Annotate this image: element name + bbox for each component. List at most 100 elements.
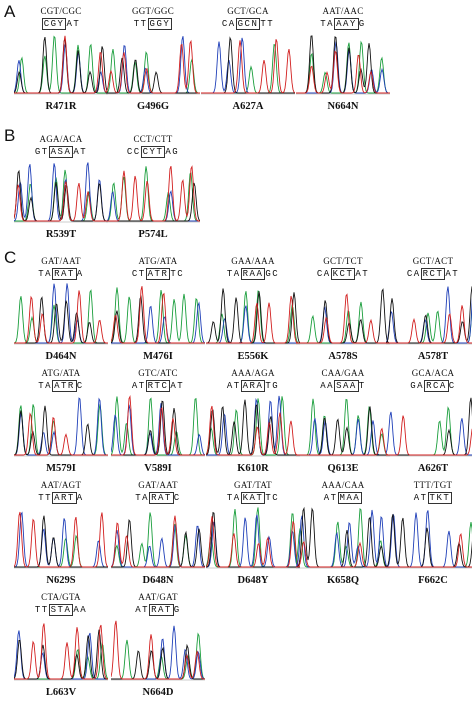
mutation-label: E556K <box>237 351 269 362</box>
mutation-label: P574L <box>138 229 168 240</box>
sequence-boxed-codon: AAY <box>334 18 359 30</box>
sequence-boxed-codon: ARA <box>240 380 266 392</box>
sequence-boxed-codon: RAT <box>149 604 174 616</box>
mutation-label: R539T <box>45 229 77 240</box>
panel-label: B <box>4 126 16 145</box>
sequence-left: GT <box>34 147 49 157</box>
sequence-boxed-codon: CYT <box>140 146 166 158</box>
trace-line <box>106 39 200 94</box>
sequence-boxed-codon: KAT <box>240 492 266 504</box>
sequence-left: TA <box>320 19 335 29</box>
sequence-right: AG <box>165 147 180 157</box>
sequence-left: AT <box>323 493 338 503</box>
chromatogram-trace <box>14 397 108 457</box>
sequence-right: G <box>173 605 181 615</box>
trace-line <box>206 399 300 456</box>
chromatogram-trace <box>14 623 108 681</box>
trace-line <box>206 405 300 456</box>
chromatogram-panel: GAA/AAA TA RAA GC E556K <box>206 256 300 366</box>
codon-change: CTA/GTA <box>41 592 81 602</box>
chromatogram-panel: GCT/ACT CA RCT AT A578T <box>386 256 472 366</box>
sequence-read: TT STA AA <box>14 604 108 616</box>
sequence-boxed-codon: SAA <box>334 380 359 392</box>
sequence-read: AT TKT <box>386 492 472 504</box>
mutation-label: N629S <box>46 575 76 586</box>
sequence-boxed-codon: RCA <box>424 380 449 392</box>
mutation-label: D464N <box>45 351 77 362</box>
trace-line <box>386 406 472 456</box>
sequence-right: AT <box>73 147 88 157</box>
trace-line <box>206 516 300 568</box>
sequence-boxed-codon: RAT <box>52 268 77 280</box>
chromatogram-panel: GTC/ATC AT RTC AT V589I <box>111 368 205 478</box>
codon-change: GCT/ACT <box>412 256 454 266</box>
sequence-boxed-codon: RTC <box>145 380 171 392</box>
trace-line <box>386 411 472 456</box>
trace-line <box>14 290 108 344</box>
sequence-left: AT <box>413 493 428 503</box>
chromatogram-panel: GGT/GGC TT GGY G496G <box>106 6 200 116</box>
trace-line <box>14 181 108 222</box>
chromatogram-panel: ATG/ATA CT ATR TC M476I <box>111 256 205 366</box>
sequence-read: CGY AT <box>14 18 108 30</box>
sequence-right: AT <box>170 381 185 391</box>
sequence-left: TA <box>226 269 241 279</box>
chromatogram-trace <box>14 162 108 223</box>
codon-change: GAT/AAT <box>138 480 178 490</box>
mutation-label: K658Q <box>326 575 360 586</box>
trace-line <box>14 534 108 568</box>
trace-line <box>111 620 205 680</box>
sequence-left: TA <box>38 381 53 391</box>
sequence-right: C <box>76 381 84 391</box>
sequence-left: TT <box>38 493 53 503</box>
sequence-right: A <box>76 269 84 279</box>
codon-change: GAT/TAT <box>234 480 272 490</box>
mutation-label: V589I <box>144 463 172 474</box>
mutation-label: K610R <box>237 463 269 474</box>
sequence-boxed-codon: KCT <box>330 268 356 280</box>
codon-change: ATG/ATA <box>41 368 81 378</box>
codon-change: AAA/AGA <box>231 368 275 378</box>
sequence-read: TA RAT A <box>14 268 108 280</box>
codon-change: GCT/GCA <box>227 6 269 16</box>
trace-line <box>14 397 108 456</box>
chromatogram-panel: AAA/AGA AT ARA TG K610R <box>206 368 300 478</box>
sequence-read: TT ART A <box>14 492 108 504</box>
sequence-read: CT ATR TC <box>111 268 205 280</box>
mutation-label: N664N <box>327 101 359 112</box>
sequence-right: TC <box>170 269 185 279</box>
sequence-right: AT <box>445 269 460 279</box>
sequence-right: C <box>448 381 456 391</box>
sequence-read: TA ATR C <box>14 380 108 392</box>
trace-line <box>14 511 108 568</box>
trace-line <box>111 394 205 456</box>
chromatogram-panel: GCT/GCA CA GCN TT A627A <box>201 6 295 116</box>
mutation-label: N664D <box>142 687 174 698</box>
trace-line <box>296 293 390 344</box>
trace-line <box>106 36 200 94</box>
codon-change: GCT/TCT <box>323 256 363 266</box>
codon-change: AAA/CAA <box>321 480 365 490</box>
trace-line <box>296 540 390 568</box>
chromatogram-panel: GCA/ACA GA RCA C A626T <box>386 368 472 478</box>
panel-label: C <box>4 248 17 267</box>
chromatogram-trace <box>111 512 205 569</box>
chromatogram-trace <box>296 35 390 95</box>
sequence-left: CA <box>221 19 236 29</box>
codon-change: GGT/GGC <box>131 6 175 16</box>
chromatogram-panel: GAT/TAT TA KAT TC D648Y <box>206 480 300 590</box>
chromatogram-trace <box>386 397 472 457</box>
sequence-read: GA RCA C <box>386 380 472 392</box>
sequence-read: CA RCT AT <box>386 268 472 280</box>
sequence-left: TT <box>133 19 148 29</box>
sequence-right: AT <box>66 19 81 29</box>
trace-line <box>14 412 108 456</box>
trace-line <box>111 287 205 344</box>
chromatogram-trace <box>296 398 390 457</box>
sequence-read: AA SAA T <box>296 380 390 392</box>
trace-line <box>111 286 205 344</box>
codon-change: GTC/ATC <box>138 368 178 378</box>
sequence-left: AT <box>226 381 241 391</box>
sequence-left: CC <box>126 147 141 157</box>
sequence-read: TA KAT TC <box>206 492 300 504</box>
